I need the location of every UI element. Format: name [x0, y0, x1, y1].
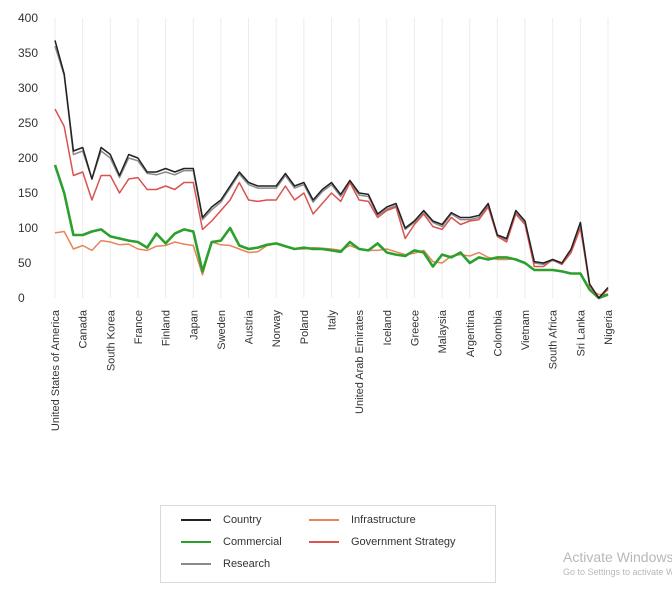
x-tick-label: Greece	[409, 310, 421, 346]
x-tick-label: South Africa	[548, 309, 560, 369]
series-line-government-strategy	[54, 108, 609, 299]
legend-label: Commercial	[223, 536, 282, 548]
legend-label: Country	[223, 514, 262, 526]
legend-item-commercial: Commercial	[181, 536, 282, 548]
legend-item-country: Country	[181, 514, 262, 526]
y-tick-label: 50	[18, 256, 32, 270]
x-tick-label: South Korea	[105, 309, 117, 371]
legend-swatch-infrastructure	[309, 519, 339, 521]
legend: Country Infrastructure Commercial Govern…	[160, 505, 496, 583]
legend-label: Government Strategy	[351, 536, 456, 548]
y-tick-label: 0	[18, 291, 25, 305]
x-tick-label: Colombia	[492, 309, 504, 356]
x-tick-label: France	[133, 310, 145, 344]
y-tick-label: 200	[18, 151, 38, 165]
x-tick-label: United States of America	[50, 309, 62, 431]
x-tick-label: Nigeria	[603, 309, 615, 345]
legend-swatch-research	[181, 563, 211, 565]
y-tick-label: 300	[18, 81, 38, 95]
line-chart: 0 50 100 150 200 250 300 350 400 United States o…	[18, 11, 615, 431]
legend-swatch-commercial	[181, 541, 211, 543]
x-tick-label: Sweden	[216, 310, 228, 350]
legend-label: Research	[223, 558, 271, 570]
x-tick-label: Norway	[271, 310, 283, 348]
series-line-country	[54, 40, 609, 299]
x-tick-label: Malaysia	[437, 309, 449, 353]
x-tick-label: United Arab Emirates	[354, 310, 366, 414]
x-tick-label: Sri Lanka	[575, 309, 587, 356]
legend-swatch-country	[181, 519, 211, 521]
x-tick-label: Italy	[327, 310, 339, 331]
activate-windows-watermark: Activate Windows Go to Settings to activ…	[563, 549, 672, 577]
y-tick-label: 100	[18, 221, 38, 235]
series-line-commercial	[53, 164, 609, 300]
legend-item-infrastructure: Infrastructure	[309, 514, 416, 526]
series-lines	[53, 40, 609, 300]
legend-item-research: Research	[181, 558, 270, 570]
x-tick-label: Vietnam	[520, 310, 532, 350]
y-tick-label: 250	[18, 116, 38, 130]
watermark-subtitle: Go to Settings to activate Windows.	[563, 567, 672, 577]
legend-label: Infrastructure	[351, 514, 416, 526]
x-tick-label: Japan	[188, 310, 200, 340]
x-tick-label: Finland	[161, 310, 173, 346]
legend-swatch-government-strategy	[309, 541, 339, 543]
y-tick-label: 400	[18, 11, 38, 25]
watermark-title: Activate Windows	[563, 549, 672, 565]
legend-item-government-strategy: Government Strategy	[309, 536, 456, 548]
x-tick-label: Poland	[299, 310, 311, 344]
y-tick-label: 150	[18, 186, 38, 200]
x-tick-label: Argentina	[465, 309, 477, 357]
x-axis: United States of America Canada South Kore…	[50, 309, 615, 431]
y-axis: 0 50 100 150 200 250 300 350 400	[18, 11, 38, 305]
x-tick-label: Iceland	[382, 310, 394, 345]
y-tick-label: 350	[18, 46, 38, 60]
x-tick-label: Canada	[78, 309, 90, 348]
x-tick-label: Austria	[244, 309, 256, 344]
